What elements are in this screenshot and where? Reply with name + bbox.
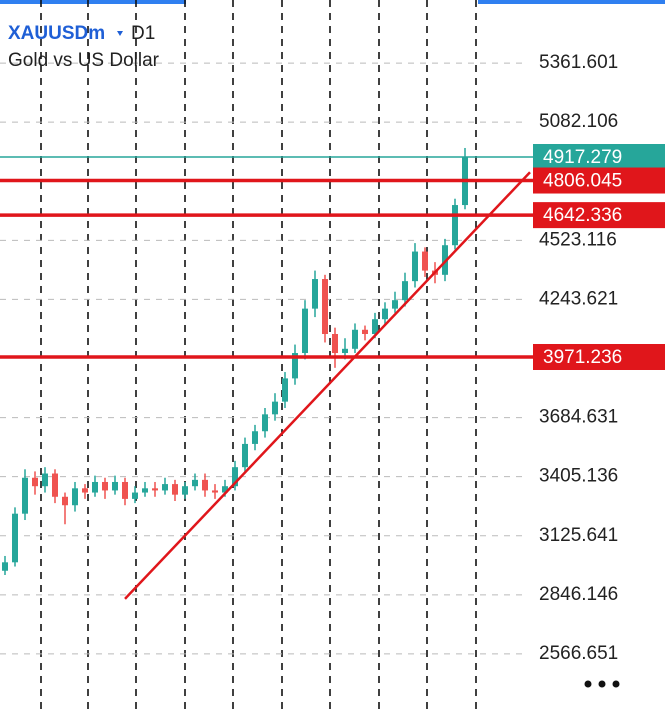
candle-body — [352, 329, 358, 349]
price-label: 4642.336 — [543, 205, 622, 226]
subtitle: Gold vs US Dollar — [8, 50, 160, 71]
candle-body — [332, 334, 338, 354]
y-tick-label: 5082.106 — [539, 111, 618, 132]
price-label: 4806.045 — [543, 171, 622, 192]
tab-indicator — [478, 0, 665, 4]
candle-body — [262, 414, 268, 432]
price-label: 3971.236 — [543, 347, 622, 368]
candle-body — [212, 490, 218, 493]
y-tick-label: 3684.631 — [539, 407, 618, 428]
y-tick-label: 2566.651 — [539, 643, 618, 664]
candle-body — [302, 308, 308, 354]
candle-body — [412, 251, 418, 282]
candle-body — [222, 486, 228, 493]
candle-body — [402, 281, 408, 301]
candle-body — [102, 481, 108, 491]
candle-body — [382, 308, 388, 320]
more-menu[interactable] — [584, 680, 620, 688]
candle-body — [272, 401, 278, 415]
candle-body — [292, 353, 298, 379]
candle-body — [242, 443, 248, 468]
candle-body — [92, 481, 98, 493]
candle-body — [252, 431, 258, 444]
candle-body — [372, 319, 378, 335]
candle-body — [72, 488, 78, 506]
candle-body — [282, 378, 288, 402]
candle-body — [192, 479, 198, 487]
candle-body — [172, 484, 178, 495]
symbol[interactable]: XAUUSDm — [8, 23, 105, 44]
candle-body — [342, 348, 348, 354]
candle-body — [112, 481, 118, 491]
trendline — [124, 171, 531, 600]
candle-body — [182, 486, 188, 495]
candle-body — [122, 481, 128, 499]
candle-body — [322, 279, 328, 335]
timeframe[interactable]: D1 — [131, 23, 155, 44]
candle-body — [422, 251, 428, 271]
candle-body — [32, 477, 38, 487]
candle-body — [232, 467, 238, 487]
candle-body — [142, 488, 148, 493]
candle-body — [52, 473, 58, 497]
y-tick-label: 2846.146 — [539, 584, 618, 605]
candle-body — [312, 279, 318, 309]
candle-body — [82, 488, 88, 493]
y-tick-label: 3405.136 — [539, 466, 618, 487]
price-label-box — [533, 167, 665, 194]
y-tick-label: 5361.601 — [539, 52, 618, 73]
candle-body — [12, 513, 18, 563]
candle-body — [132, 492, 138, 499]
dropdown-arrow[interactable] — [117, 31, 123, 36]
candle-body — [152, 488, 158, 491]
price-label-box — [533, 343, 665, 370]
candle-body — [362, 329, 368, 335]
candle-body — [22, 477, 28, 514]
candle-body — [162, 484, 168, 491]
candle-body — [452, 205, 458, 246]
tab-indicator — [0, 0, 186, 4]
price-label-box — [533, 202, 665, 229]
candle-body — [202, 479, 208, 491]
y-tick-label: 4523.116 — [539, 229, 617, 250]
candle-body — [42, 473, 48, 487]
candle-body — [62, 496, 68, 506]
candle-body — [2, 562, 8, 571]
price-label-box — [533, 144, 665, 171]
price-label: 4917.279 — [543, 147, 622, 168]
y-tick-label: 3125.641 — [539, 525, 618, 546]
y-tick-label: 4243.621 — [539, 288, 618, 309]
candle-body — [392, 300, 398, 309]
